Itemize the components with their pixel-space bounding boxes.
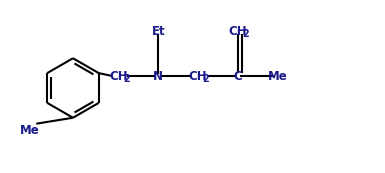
Text: Me: Me (268, 70, 287, 83)
Text: CH: CH (189, 70, 207, 83)
Text: 2: 2 (203, 74, 209, 84)
Text: CH: CH (228, 25, 247, 38)
Text: 2: 2 (243, 29, 249, 39)
Text: N: N (153, 70, 163, 83)
Text: Et: Et (151, 25, 165, 38)
Text: Me: Me (20, 124, 39, 137)
Text: CH: CH (109, 70, 128, 83)
Text: C: C (233, 70, 242, 83)
Text: 2: 2 (123, 74, 130, 84)
